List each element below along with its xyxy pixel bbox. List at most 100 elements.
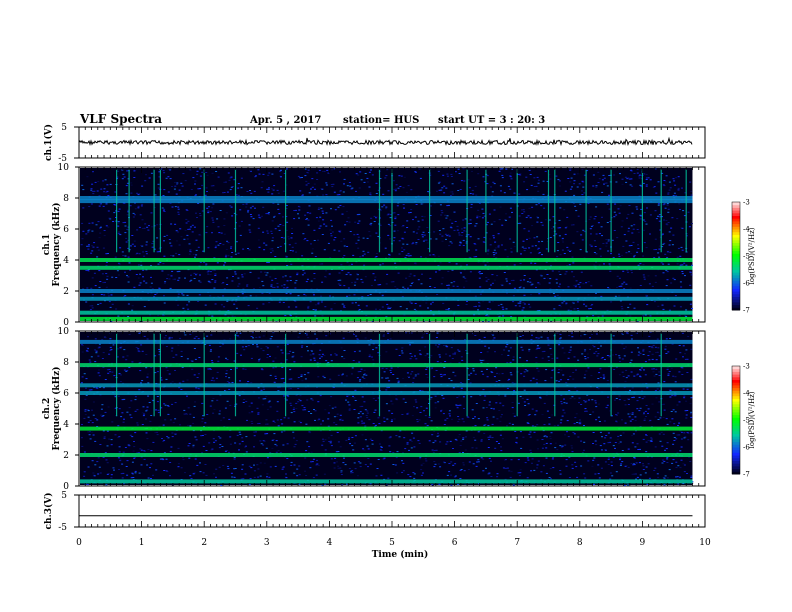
ch1_spectrogram-noise — [298, 209, 301, 211]
ch2_spectrogram-noise — [183, 409, 186, 411]
ch2_spectrogram-noise — [306, 332, 309, 334]
ch1_spectrogram-noise — [301, 274, 304, 276]
ch1_spectrogram-noise — [306, 278, 309, 280]
ch2_spectrogram-noise — [610, 461, 613, 463]
ch1_spectrogram-noise — [276, 286, 279, 288]
ch2_spectrogram-noise — [104, 379, 107, 380]
ch1_spectrogram-noise — [198, 234, 201, 236]
ch2_spectrogram-noise — [333, 416, 336, 418]
ch2_spectrogram-noise — [92, 401, 95, 403]
ch2_spectrogram-noise — [343, 457, 345, 459]
ch1_spectrogram-noise — [491, 274, 494, 276]
ch2_spectrogram-noise — [535, 410, 538, 412]
ch2_spectrogram-noise — [471, 447, 474, 449]
ch1_spectrogram-noise — [574, 205, 577, 207]
ch2_spectrogram-noise — [458, 362, 461, 364]
ch1_spectrogram-noise — [593, 240, 596, 242]
ch2_spectrogram-noise — [455, 404, 458, 406]
ch2_spectrogram-noise — [645, 434, 647, 436]
ch1_spectrogram-noise — [242, 248, 245, 250]
ch1_spectrogram-noise — [505, 219, 507, 221]
ch1_spectrogram-noise — [369, 235, 372, 237]
ch2_spectrogram-noise — [116, 348, 119, 350]
ch2_spectrogram-noise — [313, 357, 316, 359]
ch1_spectrogram-noise — [169, 242, 172, 244]
ch2_spectrogram-noise — [395, 435, 398, 437]
ch1_spectrogram-noise — [539, 274, 542, 276]
ch2_spectrogram-noise — [483, 399, 486, 401]
ch2_spectrogram-noise — [189, 425, 192, 427]
ch1_spectrogram-noise — [123, 295, 126, 297]
ch1_spectrogram-noise — [512, 295, 515, 297]
ch2_spectrogram-noise — [87, 466, 90, 468]
ch2_spectrogram-noise — [515, 441, 518, 443]
ch1_spectrogram-noise — [307, 182, 310, 184]
ch2_spectrogram-noise — [529, 449, 532, 451]
ch2_spectrogram-noise — [389, 451, 392, 453]
ch1_spectrogram-noise — [615, 181, 618, 183]
ch2_spectrogram-noise — [610, 338, 613, 340]
ch2_spectrogram-noise — [302, 409, 305, 411]
ch1_spectrogram-noise — [280, 169, 282, 171]
ch2_spectrogram-noise — [317, 401, 320, 403]
ch1_spectrogram-noise — [689, 284, 692, 286]
ch2_spectrogram-noise — [357, 339, 360, 340]
ch1_spectrogram-noise — [301, 194, 304, 196]
ch1_spectrogram-noise — [550, 228, 553, 230]
ch1_spectrogram-noise — [668, 309, 671, 311]
ch2_spectrogram-noise — [361, 434, 364, 436]
ch1_spectrogram-noise — [369, 194, 372, 196]
ch2_spectrogram-noise — [197, 338, 200, 340]
ch1_spectrogram-noise — [319, 225, 322, 227]
ch1_spectrogram-noise — [343, 183, 345, 185]
ch2_spectrogram-noise — [113, 375, 116, 377]
ch1_spectrogram-colorbar-cell — [732, 258, 740, 262]
ch2_spectrogram-noise — [433, 431, 436, 432]
ch2_spectrogram-noise — [618, 357, 621, 359]
ch2_spectrogram-noise — [657, 412, 660, 414]
ch1_spectrogram-noise — [187, 308, 190, 310]
ch1_spectrogram-noise — [234, 271, 237, 273]
ch1_spectrogram-noise — [282, 216, 284, 218]
ch2_spectrogram-noise — [523, 371, 526, 373]
ch1_spectrogram-noise — [403, 249, 406, 251]
ch1_spectrogram-noise — [603, 177, 606, 179]
ch2_spectrogram-noise — [521, 349, 524, 351]
ch2_spectrogram-noise — [108, 353, 111, 355]
ch2_spectrogram-noise — [442, 374, 445, 376]
ch1_spectrogram-noise — [573, 284, 576, 286]
ch1_spectrogram-noise — [535, 204, 538, 206]
ch2_spectrogram-noise — [228, 388, 231, 390]
ch2_spectrogram-noise — [349, 443, 351, 445]
ch2_spectrogram-noise — [263, 462, 266, 464]
ch1_spectrogram-noise — [451, 183, 454, 185]
ch1_spectrogram-noise — [322, 194, 325, 196]
ch2_spectrogram-noise — [639, 369, 641, 371]
ch1_spectrogram-noise — [561, 302, 564, 304]
ch2_spectrogram-noise — [655, 373, 658, 375]
ch2_spectrogram-noise — [639, 352, 642, 354]
ch2_spectrogram-noise — [558, 344, 561, 346]
ch2_spectrogram-noise — [454, 353, 456, 355]
ch2_spectrogram-noise — [612, 445, 615, 447]
ch1_spectrogram-noise — [81, 184, 84, 186]
ch1_spectrogram-noise — [99, 232, 102, 234]
ch1_spectrogram-noise — [359, 256, 362, 258]
ch2_spectrogram-noise — [229, 443, 232, 445]
ch1_spectrogram-noise — [445, 309, 448, 311]
ch2_spectrogram-noise — [469, 382, 472, 384]
ch2_spectrogram-noise — [327, 412, 330, 414]
ch1_spectrogram-noise — [540, 221, 543, 223]
ch2_spectrogram-noise — [292, 355, 295, 357]
ch1_spectrogram-noise — [445, 238, 447, 240]
ch1_spectrogram-noise — [563, 209, 566, 211]
ch2_spectrogram-noise — [527, 423, 530, 424]
ch2_spectrogram-noise — [81, 376, 84, 378]
ch1_spectrogram-noise — [264, 271, 267, 273]
ch1_spectrogram-noise — [316, 179, 319, 180]
ch1_spectrogram-noise — [145, 244, 148, 246]
ch2_spectrogram-noise — [479, 359, 482, 361]
ch2_spectrogram-noise — [597, 353, 600, 355]
ch1_spectrogram-noise — [356, 274, 359, 276]
ch1_spectrogram-noise — [177, 304, 180, 306]
